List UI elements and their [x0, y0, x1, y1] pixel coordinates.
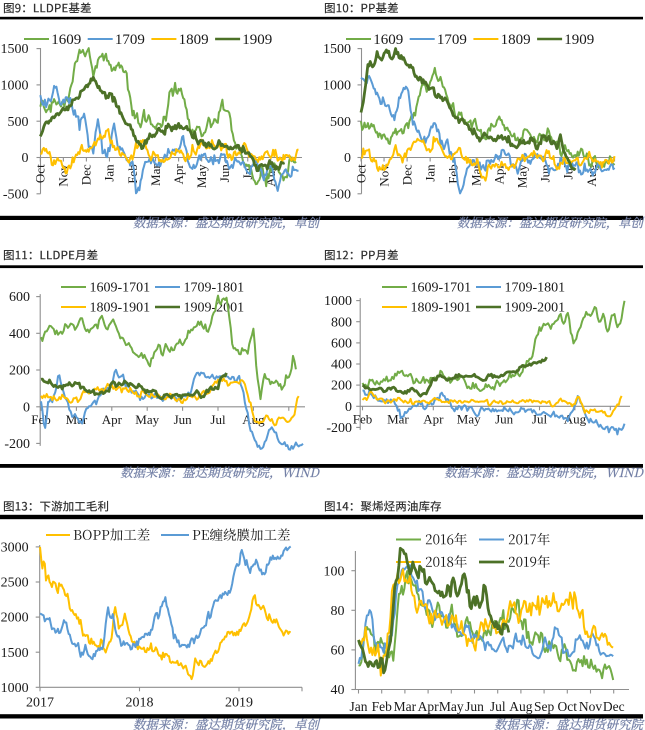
svg-text:Oct: Oct [353, 164, 368, 183]
svg-text:Jan: Jan [422, 164, 437, 182]
svg-text:1500: 1500 [323, 42, 351, 57]
svg-text:1709: 1709 [115, 32, 145, 48]
svg-text:May: May [194, 164, 209, 188]
svg-text:1809-1901: 1809-1901 [90, 301, 151, 316]
svg-text:-200: -200 [326, 421, 352, 436]
svg-text:1809: 1809 [501, 32, 531, 48]
svg-text:Oct: Oct [33, 164, 48, 183]
svg-text:1609-1701: 1609-1701 [90, 281, 151, 296]
svg-text:Nov: Nov [579, 699, 602, 714]
svg-text:Dec: Dec [79, 164, 94, 185]
svg-text:-500: -500 [3, 187, 29, 202]
svg-text:40: 40 [331, 683, 345, 698]
svg-text:1909: 1909 [242, 32, 272, 48]
svg-text:60: 60 [331, 644, 345, 659]
svg-text:Jun: Jun [495, 411, 514, 426]
svg-text:1709-1801: 1709-1801 [184, 281, 245, 296]
svg-text:Mar: Mar [148, 164, 163, 186]
svg-text:1000: 1000 [324, 294, 352, 309]
svg-text:400: 400 [331, 358, 352, 373]
svg-text:1909: 1909 [564, 32, 594, 48]
svg-text:2018: 2018 [126, 695, 154, 710]
svg-text:0: 0 [22, 151, 29, 166]
svg-text:Apr: Apr [492, 164, 507, 185]
svg-text:1609: 1609 [51, 32, 81, 48]
svg-text:Feb: Feb [353, 411, 373, 426]
svg-text:1500: 1500 [1, 646, 29, 661]
svg-text:Apr: Apr [102, 412, 123, 427]
svg-text:Mar: Mar [394, 699, 417, 714]
svg-text:1000: 1000 [323, 79, 351, 94]
svg-text:1709-1801: 1709-1801 [505, 281, 566, 296]
svg-text:Aug: Aug [509, 699, 532, 714]
svg-text:2000: 2000 [1, 611, 29, 626]
svg-text:1609-1701: 1609-1701 [411, 281, 472, 296]
svg-text:Apr: Apr [423, 411, 444, 426]
svg-text:Jan: Jan [102, 164, 117, 182]
svg-text:1000: 1000 [1, 681, 29, 696]
svg-text:800: 800 [331, 315, 352, 330]
svg-text:Jun: Jun [538, 164, 553, 183]
svg-text:Jul: Jul [490, 699, 506, 714]
svg-text:100: 100 [324, 564, 345, 579]
svg-text:Jul: Jul [210, 412, 226, 427]
svg-text:1809: 1809 [179, 32, 209, 48]
svg-text:0: 0 [345, 400, 352, 415]
svg-text:1000: 1000 [1, 79, 29, 94]
svg-text:Dec: Dec [603, 699, 625, 714]
svg-text:May: May [457, 411, 481, 426]
svg-text:0: 0 [23, 400, 30, 415]
svg-text:May: May [439, 699, 464, 714]
svg-text:Dec: Dec [399, 164, 414, 185]
svg-text:500: 500 [8, 115, 29, 130]
svg-text:Feb: Feb [125, 164, 140, 184]
svg-text:1609: 1609 [373, 32, 403, 48]
svg-text:3000: 3000 [1, 541, 29, 556]
svg-text:Jan: Jan [350, 699, 368, 714]
svg-text:2019: 2019 [225, 695, 253, 710]
svg-text:200: 200 [331, 379, 352, 394]
svg-text:0: 0 [344, 151, 351, 166]
svg-text:-200: -200 [4, 437, 30, 452]
svg-text:Oct: Oct [558, 699, 578, 714]
svg-text:Feb: Feb [372, 699, 393, 714]
svg-text:600: 600 [331, 337, 352, 352]
svg-text:Sep: Sep [534, 699, 555, 714]
svg-text:2017: 2017 [26, 695, 54, 710]
svg-text:-500: -500 [325, 187, 351, 202]
svg-text:1500: 1500 [1, 42, 29, 57]
svg-text:May: May [135, 412, 159, 427]
svg-text:2500: 2500 [1, 576, 29, 591]
svg-text:Jun: Jun [174, 412, 193, 427]
svg-text:80: 80 [331, 604, 345, 619]
svg-text:1909-2001: 1909-2001 [505, 301, 566, 316]
svg-text:Apr: Apr [418, 699, 439, 714]
svg-text:400: 400 [9, 327, 30, 342]
svg-text:200: 200 [9, 364, 30, 379]
svg-text:1809-1901: 1809-1901 [411, 301, 472, 316]
svg-text:1709: 1709 [437, 32, 467, 48]
svg-text:500: 500 [330, 115, 351, 130]
svg-text:Jun: Jun [465, 699, 484, 714]
svg-text:Apr: Apr [171, 164, 186, 185]
svg-text:600: 600 [9, 290, 30, 305]
